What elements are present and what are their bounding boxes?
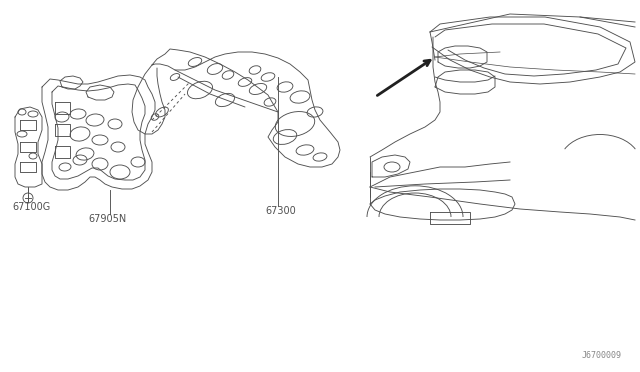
Text: 67100G: 67100G bbox=[12, 202, 51, 212]
Text: 67300: 67300 bbox=[265, 206, 296, 216]
Text: J6700009: J6700009 bbox=[582, 351, 622, 360]
Text: 67905N: 67905N bbox=[88, 214, 126, 224]
